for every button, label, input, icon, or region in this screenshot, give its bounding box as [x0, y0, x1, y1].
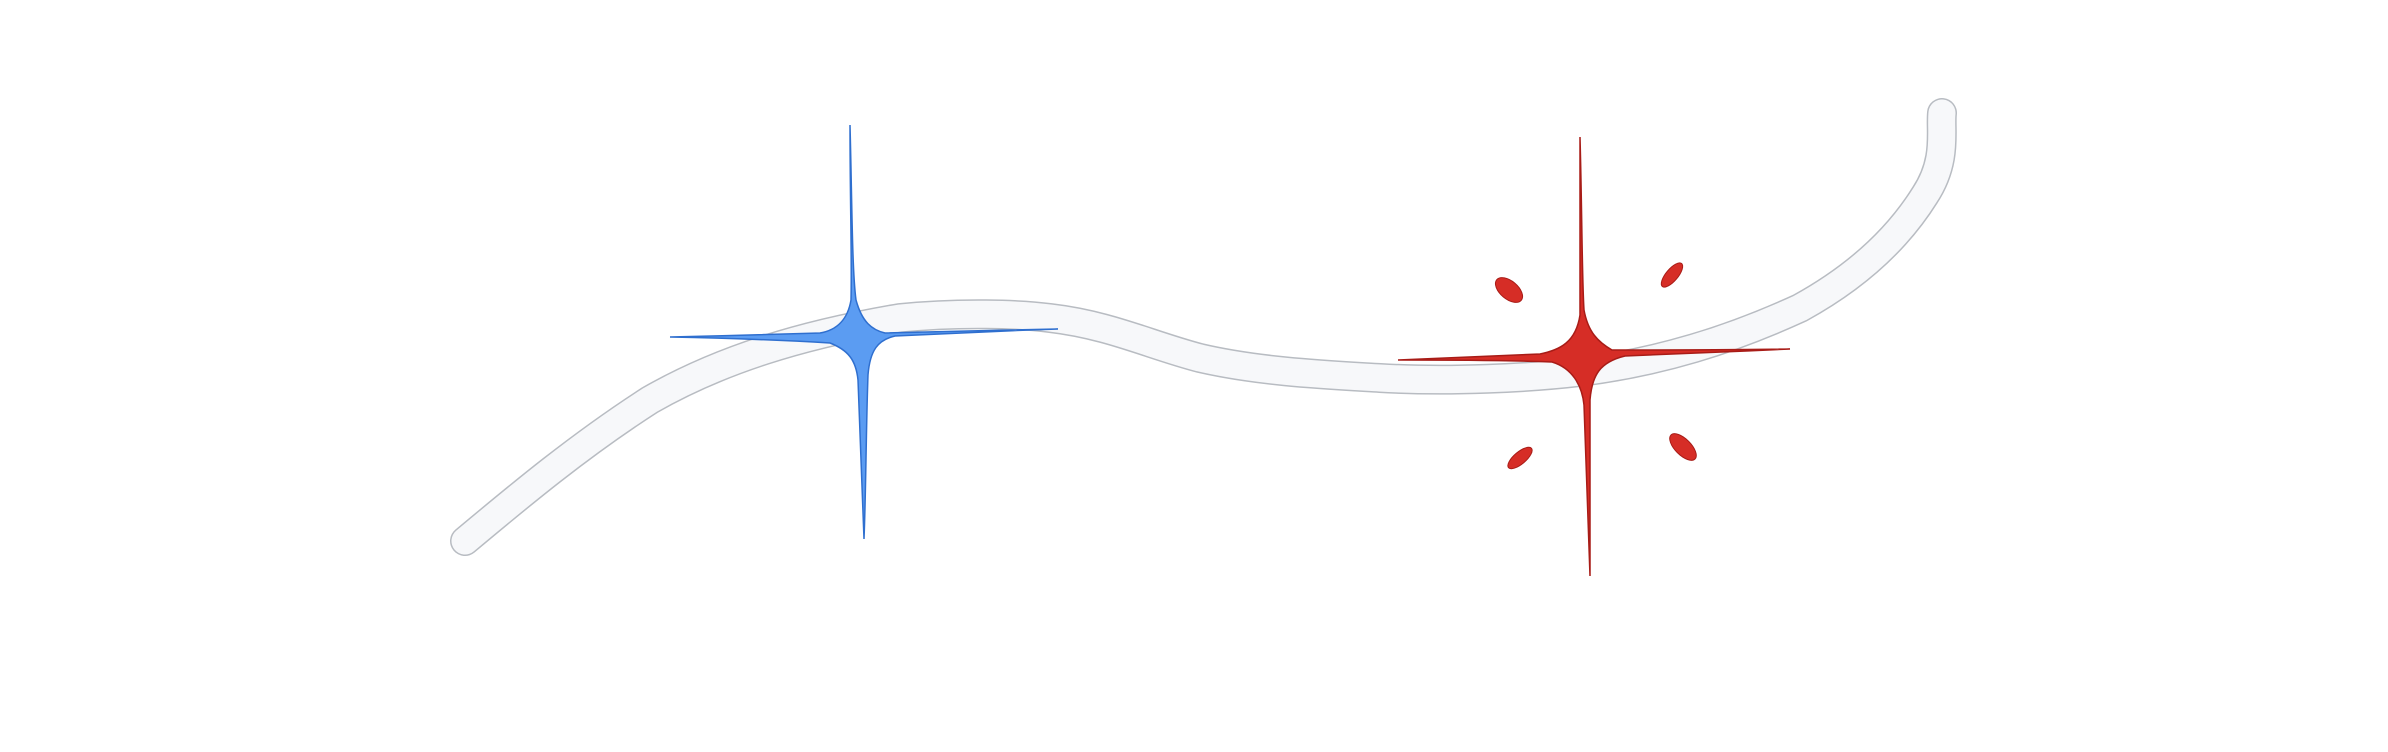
red-star-icon: [1397, 136, 1791, 577]
red-star-shape: [1397, 136, 1791, 577]
spark: [1669, 433, 1697, 461]
ribbon: [450, 98, 1957, 556]
spark: [1660, 262, 1684, 288]
blue-star-shape: [669, 124, 1059, 540]
spark: [1507, 446, 1533, 470]
spark: [1494, 277, 1524, 303]
sparks: [1494, 262, 1697, 470]
ribbon-fill: [451, 99, 1956, 555]
blue-star-icon: [669, 124, 1059, 540]
